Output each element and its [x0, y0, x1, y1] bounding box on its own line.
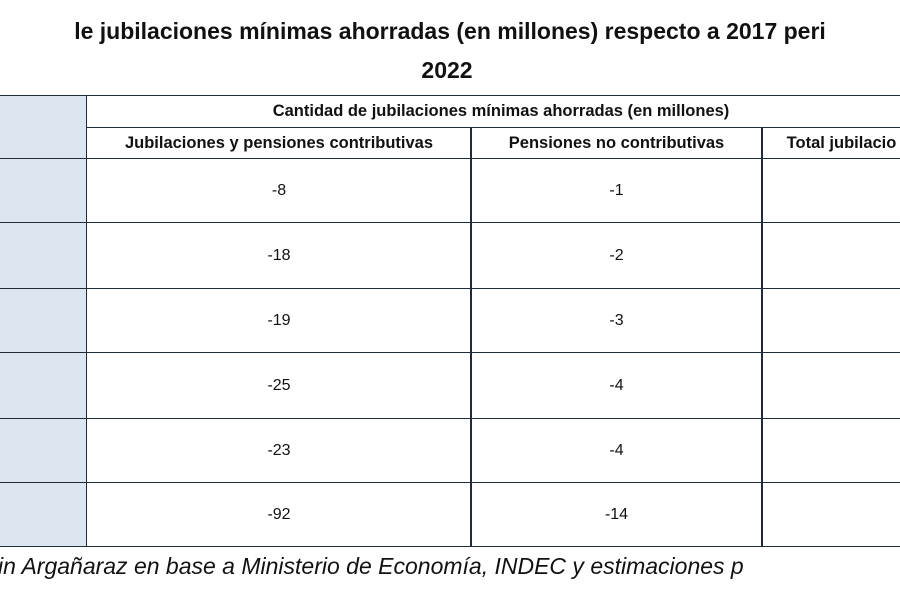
- table-cell: [761, 288, 900, 353]
- table-cell: -4: [470, 418, 763, 483]
- title-line: 2022: [421, 57, 473, 83]
- table-cell: -3: [470, 288, 763, 353]
- table-cell: -25: [86, 352, 472, 419]
- table-cell: -8: [86, 158, 472, 223]
- table-cell: -4: [470, 352, 763, 419]
- title-line: le jubilaciones mínimas ahorradas (en mi…: [74, 18, 826, 44]
- table-cell: [761, 222, 900, 289]
- table-cell: -2: [470, 222, 763, 289]
- table-cell: -19: [86, 288, 472, 353]
- row-label-cell: [0, 222, 87, 289]
- row-label-cell: [0, 418, 87, 483]
- table-cell: [761, 352, 900, 419]
- row-label-cell: [0, 288, 87, 353]
- table-cell: [761, 158, 900, 223]
- table-cell: -23: [86, 418, 472, 483]
- corner-cell: [0, 95, 87, 159]
- column-header: Pensiones no contributivas: [470, 127, 763, 159]
- row-label-cell: [0, 352, 87, 419]
- table-cell: [761, 482, 900, 547]
- table-cell: -1: [470, 158, 763, 223]
- group-header: Cantidad de jubilaciones mínimas ahorrad…: [86, 95, 900, 128]
- column-header: Jubilaciones y pensiones contributivas: [86, 127, 472, 159]
- footer-note: in Argañaraz en base a Ministerio de Eco…: [0, 553, 744, 579]
- table-cell: -18: [86, 222, 472, 289]
- table-cell: -14: [470, 482, 763, 547]
- column-header: Total jubilacio: [761, 127, 900, 159]
- row-label-cell: [0, 158, 87, 223]
- table-cell: [761, 418, 900, 483]
- row-label-cell: [0, 482, 87, 547]
- table-cell: -92: [86, 482, 472, 547]
